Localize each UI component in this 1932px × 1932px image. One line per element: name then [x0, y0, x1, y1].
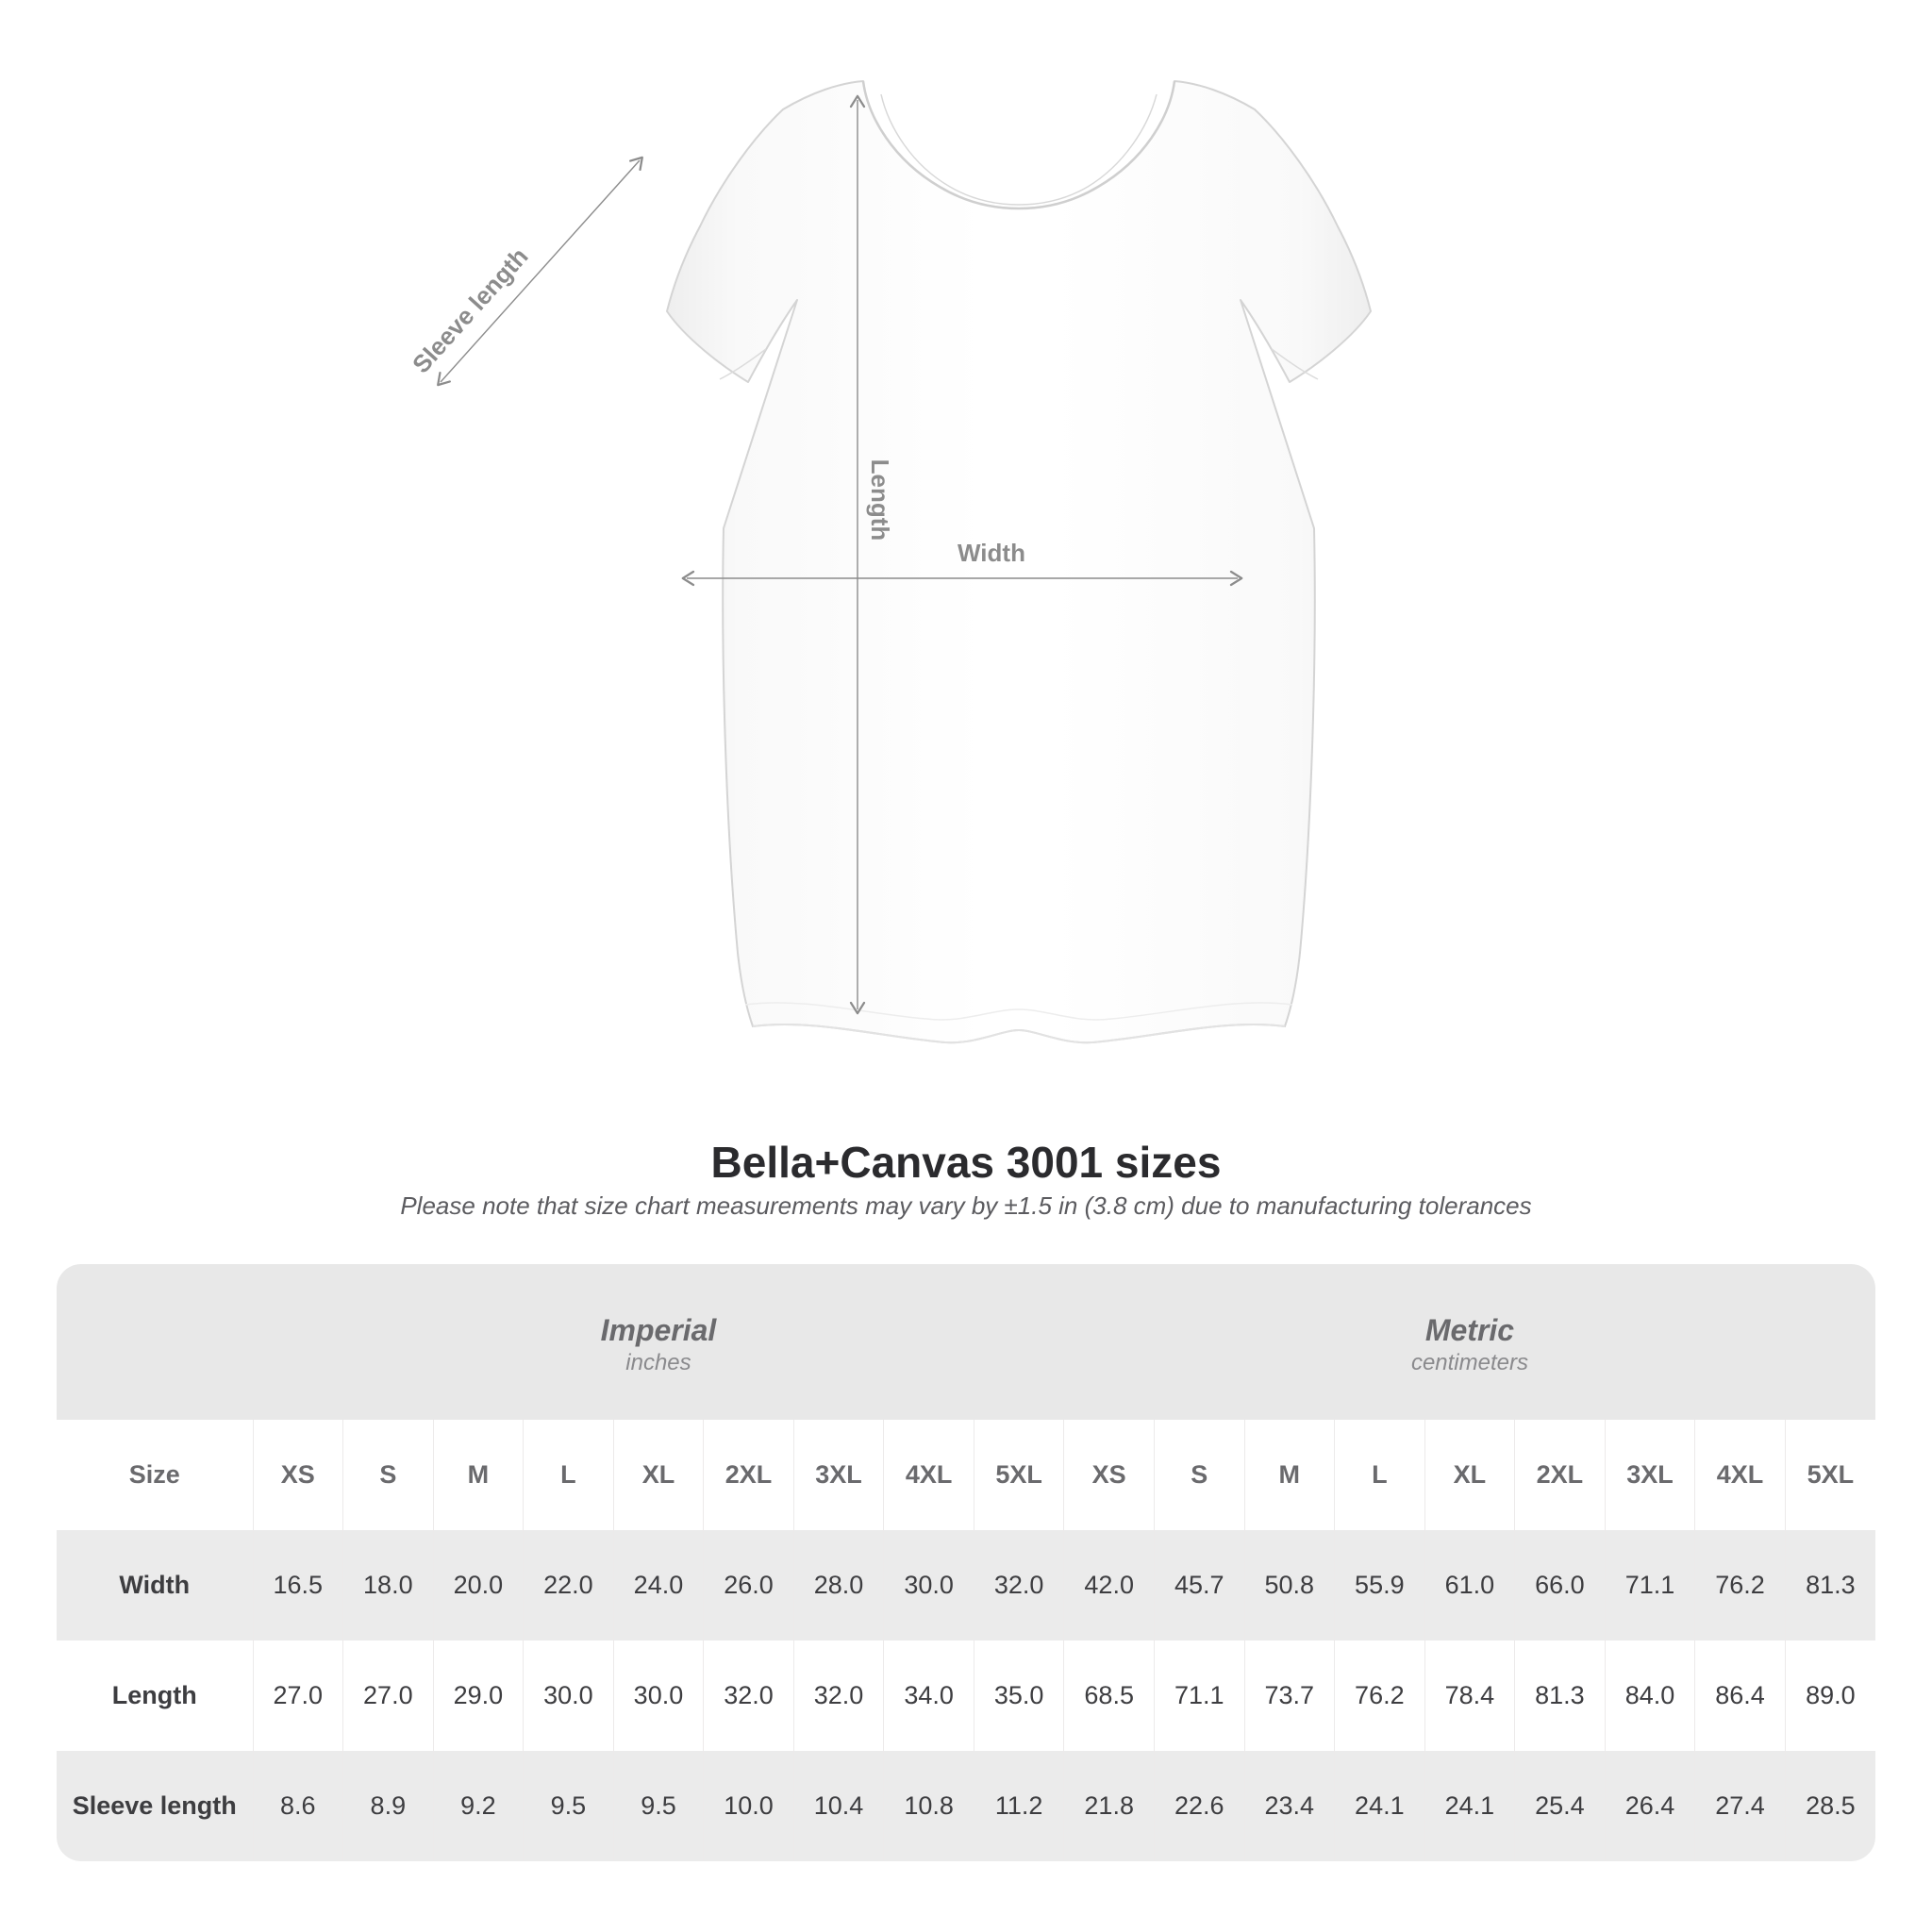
svg-text:Length: Length — [866, 459, 894, 541]
svg-text:Sleeve length: Sleeve length — [407, 242, 533, 379]
svg-text:Width: Width — [958, 539, 1025, 567]
